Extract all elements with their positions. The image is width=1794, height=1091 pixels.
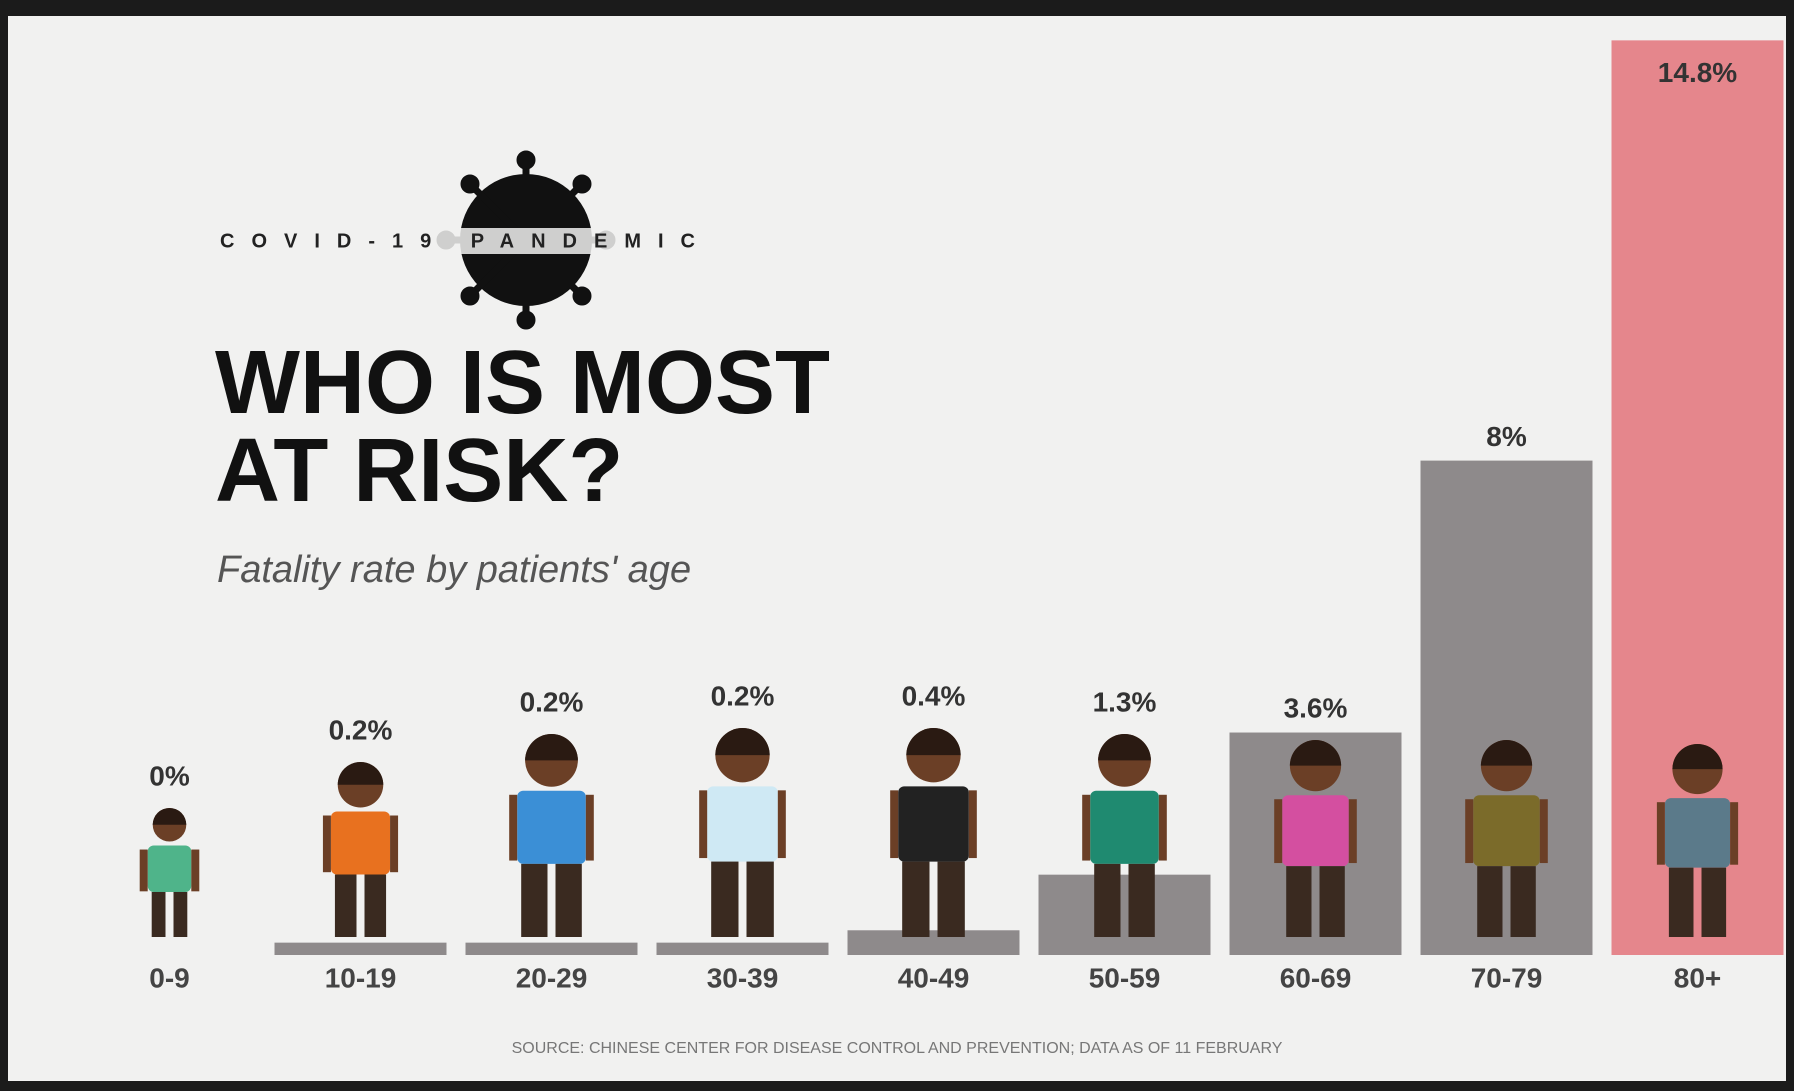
person-leg: [555, 863, 582, 937]
person-arm: [1730, 802, 1739, 865]
person-arm: [139, 849, 148, 892]
person-figure: [139, 808, 200, 937]
bar: [656, 942, 829, 955]
person-leg: [937, 861, 965, 937]
x-tick-label: 30-39: [707, 962, 779, 993]
person-arm: [699, 790, 708, 859]
logo-band: [215, 228, 835, 254]
person-leg: [1128, 863, 1155, 937]
person-body: [1090, 790, 1159, 864]
value-label: 14.8%: [1658, 57, 1737, 88]
person-arm: [968, 790, 977, 859]
person-figure: [1465, 740, 1548, 937]
x-tick-label: 50-59: [1089, 962, 1161, 993]
person-figure: [509, 734, 594, 937]
title-line: AT RISK?: [215, 421, 623, 521]
person-arm: [1158, 794, 1167, 861]
bar: [1038, 874, 1211, 955]
x-tick-label: 0-9: [149, 962, 189, 993]
x-tick-label: 20-29: [516, 962, 588, 993]
person-arm: [1348, 799, 1357, 864]
person-arm: [1465, 799, 1474, 864]
person-leg: [334, 874, 357, 937]
person-hair: [1098, 734, 1151, 761]
value-label: 3.6%: [1284, 692, 1348, 723]
person-figure: [322, 762, 399, 937]
person-leg: [521, 863, 548, 937]
person-figure: [1274, 739, 1357, 937]
person-hair: [1480, 740, 1533, 766]
person-leg: [746, 861, 774, 937]
person-arm: [1082, 794, 1091, 861]
person-leg: [1286, 866, 1312, 937]
person-arm: [322, 815, 331, 873]
title-line: WHO IS MOST: [215, 333, 830, 433]
subtitle: Fatality rate by patients' age: [217, 549, 691, 591]
person-leg: [151, 891, 166, 937]
value-label: 0.2%: [711, 680, 775, 711]
person-hair: [1289, 739, 1342, 766]
person-leg: [364, 874, 387, 937]
person-leg: [1668, 867, 1694, 937]
person-hair: [906, 728, 961, 756]
person-leg: [1319, 866, 1345, 937]
person-figure: [1082, 734, 1167, 937]
person-arm: [191, 849, 200, 892]
person-body: [898, 786, 969, 862]
person-body: [330, 811, 391, 875]
person-arm: [890, 790, 899, 859]
person-arm: [585, 794, 594, 861]
person-hair: [715, 728, 770, 756]
person-arm: [1656, 802, 1665, 865]
logo-text: COVID-19 PANDEMIC: [220, 230, 712, 252]
person-figure: [699, 728, 786, 937]
person-body: [147, 845, 192, 892]
person-figure: [890, 728, 977, 937]
x-tick-label: 10-19: [325, 962, 397, 993]
person-body: [1664, 798, 1731, 868]
bar: [847, 930, 1020, 955]
value-label: 0%: [149, 760, 190, 791]
person-arm: [777, 790, 786, 859]
bar: [274, 942, 447, 955]
person-hair: [152, 808, 187, 825]
person-body: [517, 790, 586, 864]
person-arm: [390, 815, 399, 873]
person-body: [707, 786, 778, 862]
person-body: [1473, 795, 1540, 867]
person-hair: [337, 762, 384, 785]
person-arm: [509, 794, 518, 861]
x-tick-label: 70-79: [1471, 962, 1543, 993]
person-leg: [1701, 867, 1727, 937]
person-leg: [902, 861, 930, 937]
source: SOURCE: CHINESE CENTER FOR DISEASE CONTR…: [512, 1040, 1283, 1057]
bar: [465, 942, 638, 955]
bar: [1420, 460, 1593, 955]
person-figure: [1656, 744, 1739, 937]
value-label: 0.2%: [520, 686, 584, 717]
person-leg: [1094, 863, 1121, 937]
value-label: 0.2%: [329, 714, 393, 745]
person-arm: [1274, 799, 1283, 864]
person-leg: [1510, 866, 1536, 937]
value-label: 1.3%: [1093, 686, 1157, 717]
x-tick-label: 60-69: [1280, 962, 1352, 993]
person-body: [1282, 795, 1349, 867]
value-label: 0.4%: [902, 680, 966, 711]
person-leg: [173, 891, 188, 937]
person-hair: [525, 734, 578, 761]
person-leg: [711, 861, 739, 937]
person-arm: [1539, 799, 1548, 864]
x-tick-label: 80+: [1674, 962, 1722, 993]
value-label: 8%: [1486, 421, 1527, 452]
x-tick-label: 40-49: [898, 962, 970, 993]
person-hair: [1672, 744, 1723, 770]
person-leg: [1477, 866, 1503, 937]
